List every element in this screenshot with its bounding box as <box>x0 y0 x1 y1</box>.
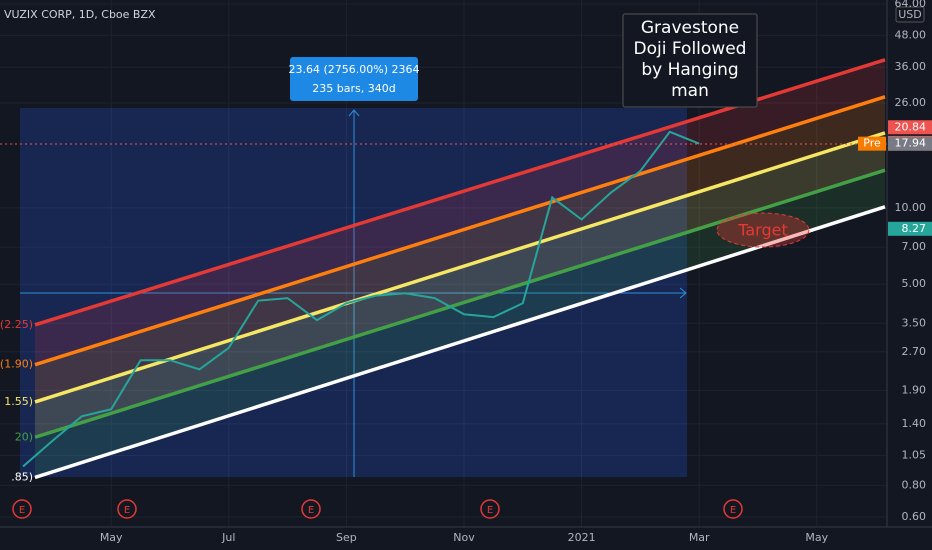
y-tick-label: 26.00 <box>895 96 927 109</box>
y-tick-label: 1.90 <box>902 383 927 396</box>
y-tick-label: 64.00 <box>895 0 927 10</box>
channel-fill <box>35 59 885 365</box>
y-axis <box>887 0 932 550</box>
header-title: VUZIX CORP, 1D, Cboe BZX <box>4 8 156 21</box>
annotation-text: Gravestone Doji Followed by Hanging man <box>633 18 747 101</box>
channel-label: 1.55) <box>4 395 33 408</box>
channel-line <box>34 131 886 404</box>
measure-label-box <box>290 57 418 101</box>
annotation-box <box>622 13 758 108</box>
grid <box>0 0 887 527</box>
earnings-label: E <box>124 505 130 516</box>
x-tick-label: Sep <box>336 531 357 544</box>
channel-label: (2.25) <box>0 318 33 331</box>
price-tag-label: 20.84 <box>895 120 927 133</box>
x-tick-label: Nov <box>453 531 475 544</box>
channel-fill <box>35 132 885 438</box>
target-label: Target <box>737 221 788 240</box>
x-tick-label: May <box>805 531 828 544</box>
measure-label: 23.64 (2756.00%) 2364 <box>288 63 419 76</box>
y-tick-label: 0.80 <box>902 478 927 491</box>
price-tag-label: 17.94 <box>895 137 927 150</box>
channel-label: .85) <box>11 470 33 483</box>
price-tag <box>888 120 932 135</box>
earnings-marker <box>723 499 743 519</box>
earnings-marker <box>480 499 500 519</box>
arrow <box>679 287 687 299</box>
channel-fill <box>35 170 885 478</box>
currency-box <box>895 6 925 23</box>
y-tick-label: 2.70 <box>902 345 927 358</box>
y-tick-label: 7.00 <box>902 240 927 253</box>
plot <box>22 130 700 468</box>
y-tick-label: 0.60 <box>902 510 927 523</box>
channel-label: (1.90) <box>0 358 33 371</box>
price-tag <box>888 136 932 151</box>
y-tick-label: 36.00 <box>895 60 927 73</box>
earnings-label: E <box>487 505 493 516</box>
pre-tag <box>858 136 886 151</box>
channel-fill <box>35 96 885 402</box>
earnings-label: E <box>730 505 736 516</box>
price-tag <box>888 221 932 236</box>
x-tick-label: Jul <box>221 531 235 544</box>
x-tick-label: 2021 <box>568 531 596 544</box>
price-tag-label: 8.27 <box>902 222 927 235</box>
y-tick-label: 10.00 <box>895 201 927 214</box>
price-line <box>22 130 700 468</box>
currency: USD <box>898 8 922 21</box>
y-tick-label: 5.00 <box>902 277 927 290</box>
earnings-marker <box>117 499 137 519</box>
x-tick-label: Mar <box>689 531 710 544</box>
measure-label: 235 bars, 340d <box>312 82 395 95</box>
y-tick-label: 3.50 <box>902 316 927 329</box>
y-tick-label: 1.40 <box>902 417 927 430</box>
earnings-label: E <box>308 505 314 516</box>
earnings-label: E <box>19 505 25 516</box>
y-tick-label: 48.00 <box>895 29 927 42</box>
x-tick-label: May <box>100 531 123 544</box>
target-ellipse <box>716 212 810 248</box>
annotation: Gravestone Doji Followed by Hanging man <box>633 18 747 101</box>
earnings-marker <box>301 499 321 519</box>
earnings-marker <box>12 499 32 519</box>
channel-label: 20) <box>15 430 33 443</box>
channel-line <box>34 95 886 367</box>
pre-tag-label: Pre <box>863 137 881 150</box>
y-tick-label: 1.05 <box>902 449 927 462</box>
arrow <box>348 109 360 117</box>
channel-line <box>34 205 886 480</box>
